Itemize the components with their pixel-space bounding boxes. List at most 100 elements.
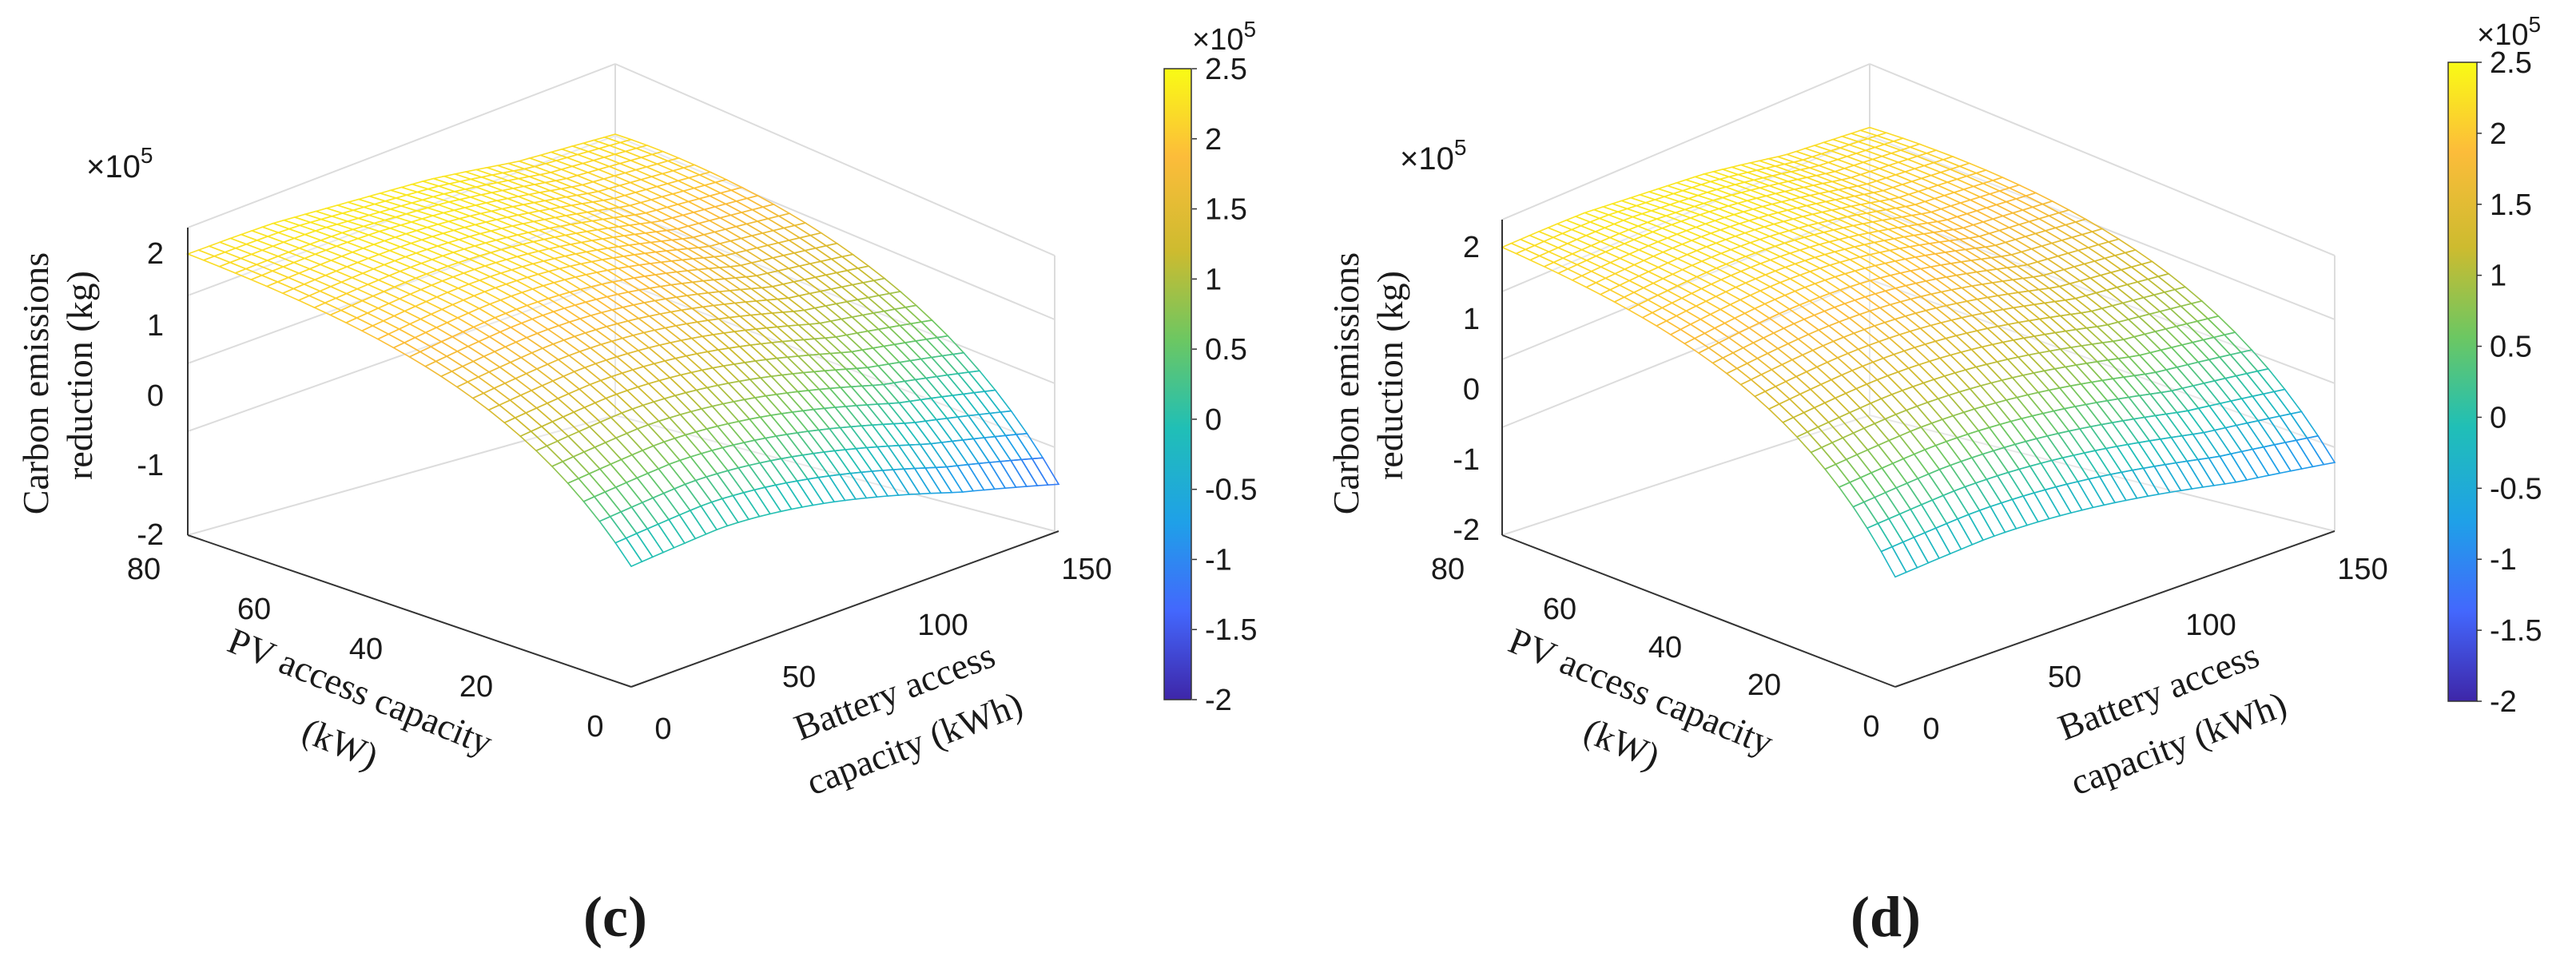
colorbar-bar bbox=[1163, 68, 1192, 700]
x-tick: 0 bbox=[586, 710, 603, 744]
z-tick: 2 bbox=[147, 237, 164, 271]
x-label-line2: (kW) bbox=[1578, 710, 1665, 777]
grid-line bbox=[1869, 135, 2335, 320]
z-label-line2: reduction (kg) bbox=[59, 271, 100, 480]
colorbar-exponent: ×105 bbox=[1192, 17, 1256, 57]
colorbar-tick: -2 bbox=[2490, 685, 2517, 719]
z-tick: -1 bbox=[1453, 443, 1480, 477]
x-axis-line bbox=[187, 534, 632, 688]
surface bbox=[1501, 126, 2336, 578]
colorbar-multiplier: ×10 bbox=[1192, 23, 1243, 57]
colorbar-tick: 1.5 bbox=[2490, 188, 2532, 222]
y-ticks: 0 50 100 150 bbox=[1922, 553, 2387, 746]
z-tick: 0 bbox=[147, 379, 164, 413]
colorbar: 2.5 2 1.5 1 0.5 0 -0.5 -1 -1.5 -2 ×105 bbox=[1163, 17, 1257, 717]
colorbar-ticks: 2.5 2 1.5 1 0.5 0 -0.5 -1 -1.5 -2 bbox=[1192, 53, 1257, 717]
colorbar-tick: 2 bbox=[1205, 123, 1222, 157]
colorbar-exponent-value: 5 bbox=[2528, 12, 2541, 37]
colorbar-exponent-value: 5 bbox=[1243, 17, 1256, 42]
colorbar-tick: 1 bbox=[2490, 260, 2506, 293]
grid-line bbox=[614, 63, 1055, 256]
grid-line bbox=[187, 279, 616, 432]
colorbar-tick: -1 bbox=[1205, 543, 1232, 577]
colorbar-multiplier: ×10 bbox=[2477, 18, 2528, 52]
x-label-line2: (kW) bbox=[296, 710, 384, 777]
colorbar-exponent: ×105 bbox=[2477, 12, 2541, 52]
x-tick: 80 bbox=[1431, 553, 1465, 586]
z-axis-label: Carbon emissions reduction (kg) bbox=[15, 252, 100, 514]
z-label-line1: Carbon emissions bbox=[15, 252, 56, 514]
z-label-line1: Carbon emissions bbox=[1326, 252, 1366, 514]
colorbar: 2.5 2 1.5 1 0.5 0 -0.5 -1 -1.5 -2 ×105 bbox=[2447, 12, 2542, 719]
z-exponent: ×105 bbox=[1400, 135, 1466, 177]
grid-line bbox=[614, 207, 1055, 384]
colorbar-tick: 2.5 bbox=[1205, 53, 1247, 86]
grid-line bbox=[187, 63, 616, 228]
z-tick: -2 bbox=[137, 518, 164, 552]
y-axis-line bbox=[630, 530, 1059, 688]
surface-patch bbox=[1880, 546, 1907, 578]
axis-lines bbox=[187, 228, 1059, 688]
colorbar-tick: 0 bbox=[1205, 403, 1222, 437]
grid-line bbox=[614, 279, 1055, 448]
z-tick: 1 bbox=[1463, 303, 1480, 336]
y-tick: 150 bbox=[2337, 553, 2387, 586]
colorbar-tick: 0 bbox=[2490, 401, 2506, 434]
grid-line bbox=[187, 207, 616, 364]
surface-plot-d: 2 1 0 -1 -2 ×105 80 60 40 20 0 0 50 100 … bbox=[1326, 12, 2542, 949]
y-tick: 0 bbox=[654, 712, 671, 746]
colorbar-tick: -0.5 bbox=[2490, 472, 2542, 506]
y-tick: 0 bbox=[1922, 712, 1939, 746]
colorbar-tick: 0.5 bbox=[1205, 333, 1247, 367]
x-axis-label: PV access capacity (kW) bbox=[1503, 620, 1779, 776]
axis-lines bbox=[1501, 220, 2335, 688]
x-ticks: 80 60 40 20 0 bbox=[1431, 553, 1880, 744]
colorbar-tick: -2 bbox=[1205, 684, 1232, 717]
x-tick: 60 bbox=[237, 593, 271, 626]
y-ticks: 0 50 100 150 bbox=[654, 553, 1111, 746]
z-ticks: 2 1 0 -1 -2 bbox=[137, 237, 164, 552]
z-exponent-value: 5 bbox=[141, 143, 153, 168]
panel-d: 2 1 0 -1 -2 ×105 80 60 40 20 0 0 50 100 … bbox=[1288, 0, 2576, 968]
panel-label: (d) bbox=[1851, 885, 1921, 949]
grid-line bbox=[1501, 415, 1870, 536]
y-tick: 50 bbox=[782, 661, 816, 694]
z-tick: -2 bbox=[1453, 514, 1480, 547]
panel-label: (c) bbox=[583, 885, 647, 949]
x-tick: 40 bbox=[349, 633, 383, 666]
z-label-line2: reduction (kg) bbox=[1369, 271, 1410, 480]
x-tick: 80 bbox=[127, 553, 161, 586]
z-tick: 0 bbox=[1463, 373, 1480, 407]
y-tick: 100 bbox=[917, 609, 968, 642]
grid-line bbox=[1869, 63, 2335, 256]
x-tick: 0 bbox=[1862, 710, 1879, 744]
y-axis-label: Battery access capacity (kWh) bbox=[2053, 634, 2292, 803]
z-tick: 2 bbox=[1463, 231, 1480, 264]
colorbar-tick: 2 bbox=[2490, 117, 2506, 151]
z-tick: 1 bbox=[147, 309, 164, 343]
colorbar-tick: -1.5 bbox=[2490, 614, 2542, 648]
y-axis-line bbox=[1894, 530, 2335, 688]
surface bbox=[185, 133, 1060, 568]
x-axis-line bbox=[1501, 534, 1896, 688]
grid-line bbox=[187, 415, 616, 536]
colorbar-tick: 1 bbox=[1205, 263, 1222, 296]
z-multiplier: ×10 bbox=[86, 149, 141, 184]
colorbar-tick: 0.5 bbox=[2490, 331, 2532, 364]
z-multiplier: ×10 bbox=[1400, 141, 1454, 177]
z-exponent-value: 5 bbox=[1454, 135, 1467, 160]
colorbar-tick: 1.5 bbox=[1205, 193, 1247, 227]
z-ticks: 2 1 0 -1 -2 bbox=[1453, 231, 1480, 547]
x-tick: 60 bbox=[1543, 593, 1576, 626]
grid-line bbox=[1501, 63, 1870, 220]
surface-patch bbox=[614, 537, 643, 568]
surface-plot-c: 2 1 0 -1 -2 ×105 80 60 40 20 0 0 50 100 … bbox=[15, 17, 1257, 949]
y-tick: 50 bbox=[2048, 661, 2081, 694]
x-tick: 20 bbox=[1747, 668, 1781, 702]
x-tick: 20 bbox=[459, 670, 493, 704]
z-tick: -1 bbox=[137, 449, 164, 482]
x-tick: 40 bbox=[1648, 631, 1682, 665]
colorbar-tick: 2.5 bbox=[2490, 46, 2532, 80]
grid-line bbox=[1501, 207, 1870, 360]
